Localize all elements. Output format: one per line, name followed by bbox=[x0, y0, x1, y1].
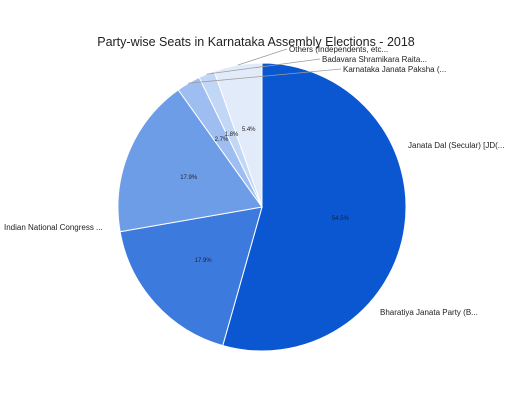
pie-slices bbox=[117, 62, 407, 352]
leader-line-3 bbox=[188, 68, 342, 84]
slice-percent-label-0: 54.5% bbox=[332, 216, 350, 222]
chart-title: Party-wise Seats in Karnataka Assembly E… bbox=[97, 35, 415, 49]
pie-slice-1 bbox=[119, 206, 263, 347]
pie-slice-2 bbox=[117, 89, 263, 233]
leader-line-4 bbox=[206, 58, 321, 75]
slice-percent-label-1: 17.9% bbox=[195, 258, 213, 264]
slice-label-2: Janata Dal (Secular) [JD(... bbox=[408, 141, 504, 150]
leader-line-5 bbox=[237, 48, 288, 66]
slice-label-5: Others (Independents, etc... bbox=[289, 45, 388, 54]
slice-percent-label-5: 5.4% bbox=[242, 127, 256, 133]
leader-lines bbox=[188, 48, 342, 84]
slice-label-0: Indian National Congress ... bbox=[4, 223, 103, 232]
pie-slice-0 bbox=[222, 62, 407, 352]
slice-percent-label-2: 17.9% bbox=[180, 175, 198, 181]
slice-label-4: Badavara Shramikara Raita... bbox=[322, 55, 427, 64]
slice-percent-label-4: 1.8% bbox=[225, 132, 239, 138]
percent-labels: 54.5% 17.9% 17.9% 2.7%1.8%5.4% bbox=[180, 127, 349, 264]
slice-percent-label-3: 2.7% bbox=[215, 137, 229, 143]
slice-label-1: Bharatiya Janata Party (B... bbox=[380, 308, 478, 317]
slice-label-3: Karnataka Janata Paksha (... bbox=[343, 65, 446, 74]
slice-labels: Indian National Congress ... Bharatiya Ja… bbox=[4, 45, 504, 317]
